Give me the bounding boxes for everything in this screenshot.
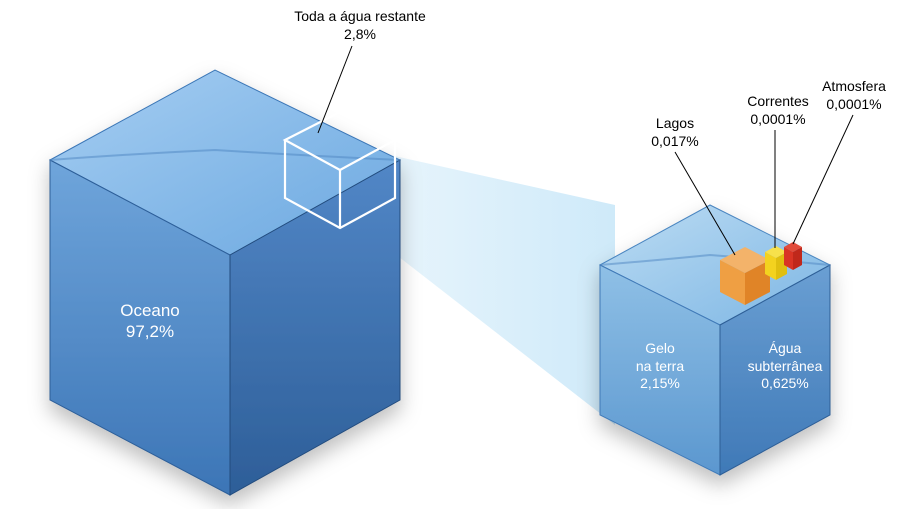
callout-lagos-l2: 0,017% <box>651 133 698 149</box>
gelo-l2: na terra <box>636 358 684 374</box>
callout-atmosfera-l2: 0,0001% <box>826 96 881 112</box>
callout-correntes-l1: Correntes <box>747 93 808 109</box>
ocean-cube <box>50 70 400 495</box>
gelo-label: Gelo na terra 2,15% <box>610 340 710 393</box>
ocean-label-l2: 97,2% <box>126 322 174 341</box>
gelo-l1: Gelo <box>645 340 675 356</box>
agua-l3: 0,625% <box>761 375 808 391</box>
agua-sub-label: Água subterrânea 0,625% <box>730 340 840 393</box>
water-distribution-diagram <box>0 0 900 509</box>
agua-l2: subterrânea <box>748 358 823 374</box>
callout-atmosfera: Atmosfera 0,0001% <box>808 78 900 113</box>
callout-toda-agua-l2: 2,8% <box>344 26 376 42</box>
agua-l1: Água <box>769 340 802 356</box>
correntes-cube <box>765 246 787 280</box>
ocean-label: Oceano 97,2% <box>80 300 220 343</box>
atmosfera-cube <box>784 242 802 270</box>
callout-lagos-l1: Lagos <box>656 115 694 131</box>
callout-correntes-l2: 0,0001% <box>750 111 805 127</box>
gelo-l3: 2,15% <box>640 375 680 391</box>
ocean-label-l1: Oceano <box>120 301 180 320</box>
callout-atmosfera-l1: Atmosfera <box>822 78 886 94</box>
callout-toda-agua: Toda a água restante 2,8% <box>260 8 460 43</box>
callout-toda-agua-l1: Toda a água restante <box>294 8 426 24</box>
callout-lagos: Lagos 0,017% <box>625 115 725 150</box>
